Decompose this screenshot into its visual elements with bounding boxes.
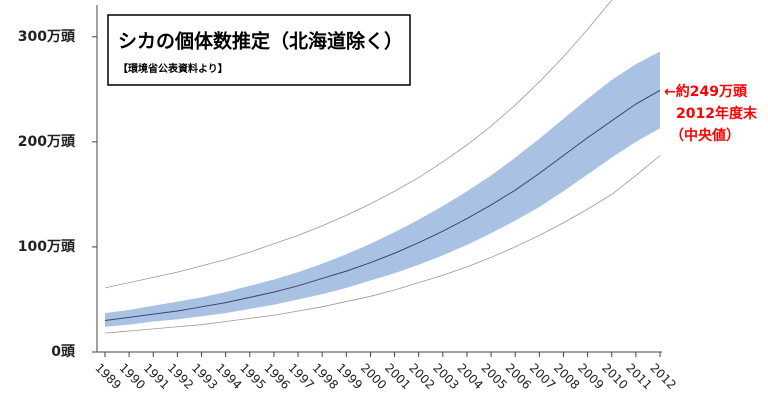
- x-tick-label: 1990: [117, 361, 148, 392]
- x-tick-label: 2002: [406, 361, 437, 392]
- band-90-upper: [104, 0, 613, 289]
- x-tick-label: 2006: [503, 361, 534, 392]
- annotation-text: （中央値）: [670, 127, 740, 144]
- x-tick-label: 2009: [575, 361, 606, 392]
- x-tick-label: 2003: [430, 361, 461, 392]
- x-tick-label: 1998: [310, 361, 341, 392]
- x-tick-label: 2004: [454, 361, 485, 392]
- x-tick-label: 2011: [623, 361, 654, 392]
- x-tick-label: 1999: [334, 361, 365, 392]
- title-box: [107, 14, 411, 86]
- x-tick-label: 2001: [382, 361, 413, 392]
- x-tick-label: 2008: [551, 361, 582, 392]
- band-90-lower: [104, 155, 661, 334]
- y-tick-label: 100万頭: [18, 239, 76, 255]
- plot-area: [104, 0, 661, 334]
- x-tick-label: 1995: [237, 361, 268, 392]
- chart-title: シカの個体数推定（北海道除く）: [118, 30, 403, 53]
- annotation-text: ←約249万頭: [664, 83, 748, 100]
- x-tick-label: 2000: [358, 361, 389, 392]
- x-tick-label: 2007: [527, 361, 558, 392]
- x-tick-label: 1996: [261, 361, 292, 392]
- x-tick-label: 1992: [165, 361, 196, 392]
- x-tick-label: 1991: [141, 361, 172, 392]
- chart-subtitle: 【環境省公表資料より】: [118, 62, 228, 75]
- band-50: [105, 51, 660, 327]
- x-tick-label: 1997: [285, 361, 316, 392]
- annotation: ←約249万頭 2012年度末 （中央値）: [664, 83, 758, 144]
- x-tick-label: 2005: [478, 361, 509, 392]
- y-tick-label: 300万頭: [18, 29, 76, 45]
- x-tick-label: 2012: [647, 361, 678, 392]
- x-tick-label: 1994: [213, 361, 244, 392]
- x-tick-label: 1989: [92, 361, 123, 392]
- annotation-text: 2012年度末: [676, 105, 758, 122]
- y-tick-label: 0頭: [51, 344, 76, 360]
- y-tick-label: 200万頭: [18, 134, 76, 150]
- x-tick-label: 2010: [599, 361, 630, 392]
- median-line: [104, 89, 661, 321]
- x-tick-label: 1993: [189, 361, 220, 392]
